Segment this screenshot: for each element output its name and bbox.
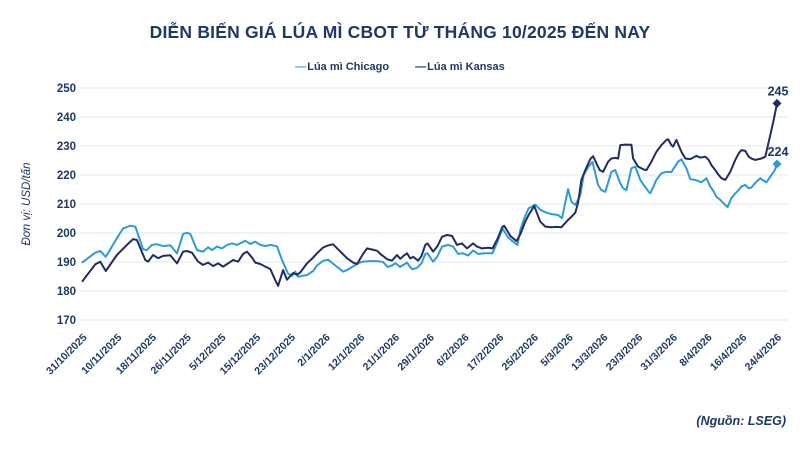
legend-label-kansas: Lúa mì Kansas xyxy=(427,61,505,73)
y-tick-label: 170 xyxy=(57,315,76,327)
chicago-line-swatch-icon: — xyxy=(295,61,307,73)
x-tick-label: 24/4/2026 xyxy=(743,332,785,374)
end-marker-icon xyxy=(772,98,782,108)
x-tick-label: 21/1/2026 xyxy=(361,332,403,374)
x-tick-label: 25/2/2026 xyxy=(500,332,542,374)
x-tick-label: 31/3/2026 xyxy=(638,332,680,374)
end-marker-icon xyxy=(772,159,782,169)
kansas-line-swatch-icon: — xyxy=(415,61,427,73)
y-tick-label: 230 xyxy=(57,141,76,153)
y-tick-label: 210 xyxy=(57,199,76,211)
source-note: (Nguồn: LSEG) xyxy=(696,414,786,428)
y-tick-label: 190 xyxy=(57,257,76,269)
y-axis-title: Đơn vị: USD/tấn xyxy=(21,162,33,245)
y-tick-label: 240 xyxy=(57,112,76,124)
y-tick-label: 200 xyxy=(57,228,76,240)
page-title: DIỄN BIẾN GIÁ LÚA MÌ CBOT TỪ THÁNG 10/20… xyxy=(149,22,651,42)
x-tick-label: 12/1/2026 xyxy=(326,332,368,374)
legend: — Lúa mì Chicago — Lúa mì Kansas xyxy=(0,61,800,73)
x-tick-label: 16/4/2026 xyxy=(708,332,750,374)
y-tick-label: 250 xyxy=(57,83,76,95)
x-tick-label: 23/3/2026 xyxy=(604,332,646,374)
x-tick-label: 29/1/2026 xyxy=(395,332,437,374)
y-tick-label: 180 xyxy=(57,286,76,298)
y-tick-label: 220 xyxy=(57,170,76,182)
legend-item-kansas: — Lúa mì Kansas xyxy=(415,61,505,73)
x-tick-label: 13/3/2026 xyxy=(569,332,611,374)
legend-item-chicago: — Lúa mì Chicago xyxy=(295,61,389,73)
series-line-lúa-mì-chicago xyxy=(81,158,778,278)
series-line-lúa-mì-kansas xyxy=(81,102,778,287)
end-value-label: 224 xyxy=(768,145,789,159)
legend-label-chicago: Lúa mì Chicago xyxy=(307,61,390,73)
end-value-label: 245 xyxy=(768,84,789,98)
x-tick-label: 17/2/2026 xyxy=(465,332,507,374)
